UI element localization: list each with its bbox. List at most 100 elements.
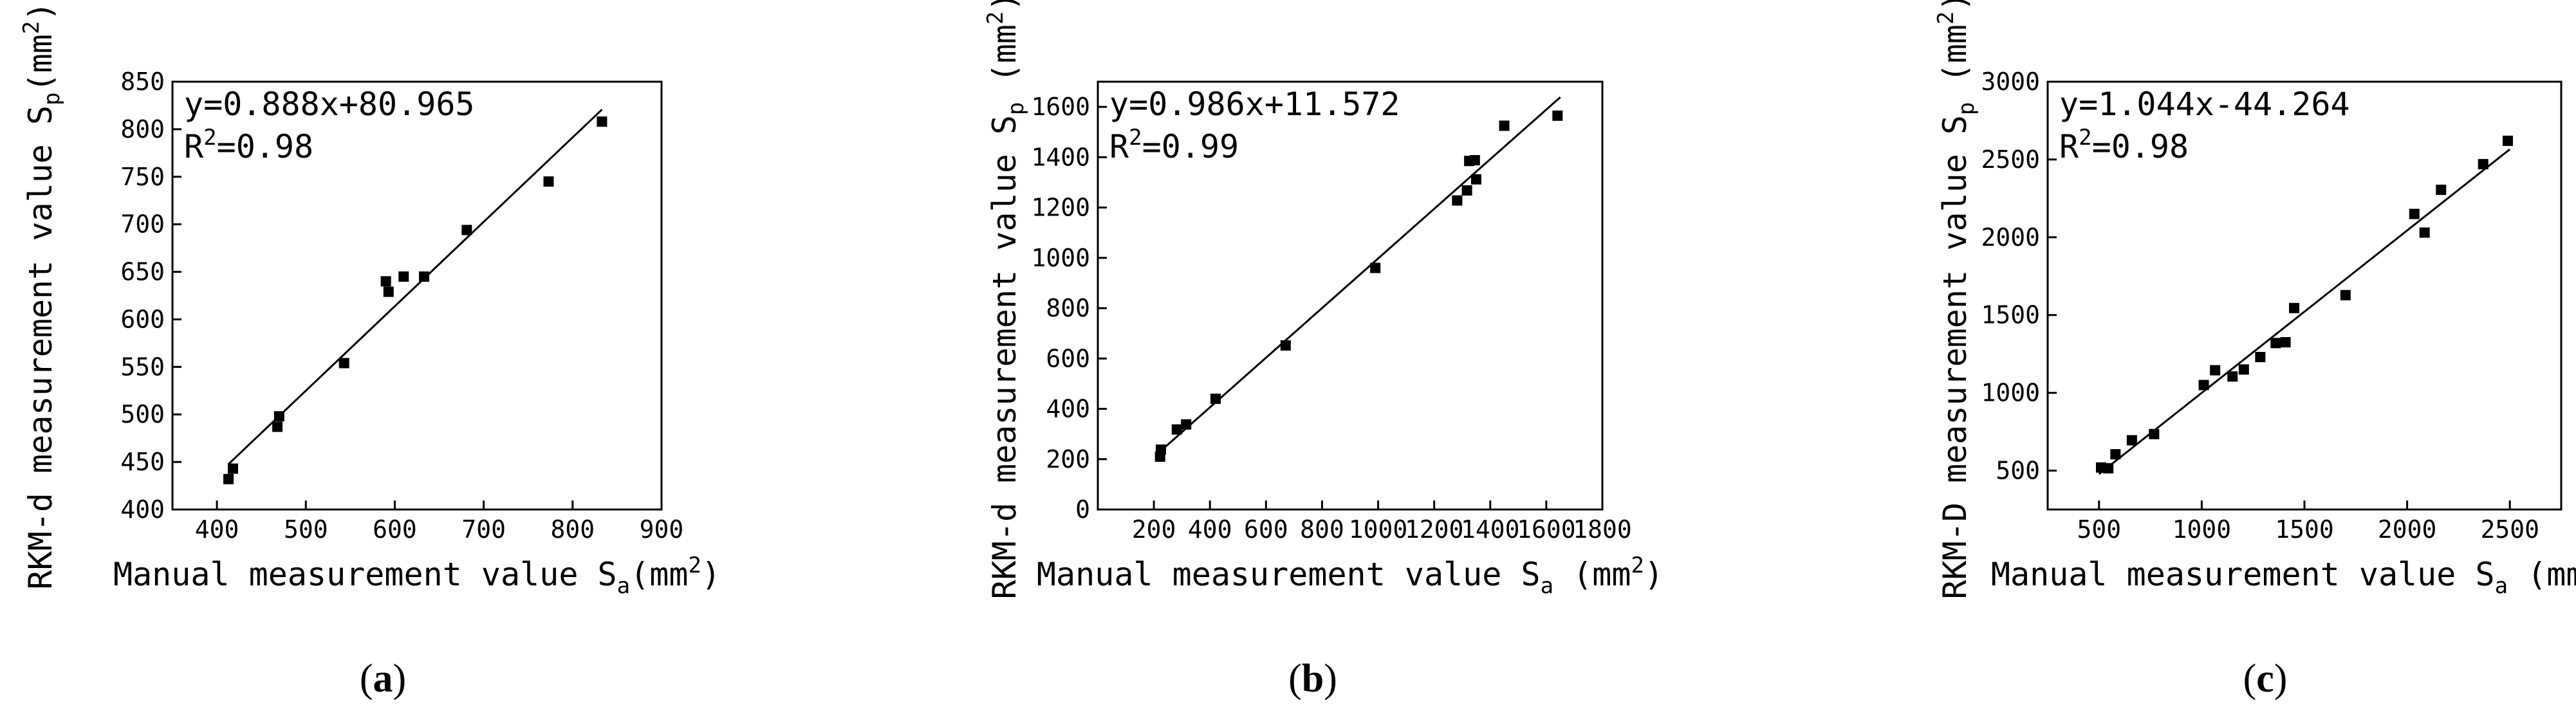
panel-label: (a) [360, 657, 406, 701]
y-tick-label: 1000 [1031, 244, 1090, 272]
r-squared: R2=0.98 [2059, 125, 2189, 165]
x-tick-label: 1000 [1349, 515, 1408, 544]
data-point [1499, 120, 1510, 131]
data-point [1156, 444, 1166, 455]
x-tick-label: 600 [1244, 515, 1288, 544]
data-point [2198, 380, 2209, 390]
regression-equation: y=1.044x-44.264 [2059, 86, 2350, 123]
y-axis-label: RKM-d measurement value Sp (mm2) [983, 0, 1029, 600]
regression-line [228, 109, 603, 465]
x-tick-label: 1600 [1517, 515, 1576, 544]
data-point [2126, 435, 2137, 446]
regression-equation: y=0.986x+11.572 [1109, 86, 1400, 123]
data-point [2110, 449, 2121, 460]
panel-c: 500 1000 1500 2000 2500 500 1000 1500 2000 2500 30… [1933, 0, 2576, 701]
r-squared: R2=0.99 [1109, 125, 1239, 165]
data-point [419, 271, 430, 282]
data-point [1552, 110, 1563, 121]
plot-frame [171, 80, 663, 511]
x-tick-label: 800 [550, 515, 595, 544]
y-tick-label: 500 [1996, 457, 2040, 485]
data-point [1370, 262, 1381, 273]
x-tick-label: 2000 [2378, 515, 2437, 544]
data-point [2340, 289, 2351, 300]
x-tick-label: 500 [2077, 515, 2121, 544]
x-tick-label: 600 [373, 515, 417, 544]
y-tick-label: 2000 [1981, 223, 2040, 252]
x-tick-label: 1000 [2173, 515, 2232, 544]
y-tick-label: 600 [1046, 344, 1090, 372]
data-point [2478, 159, 2488, 170]
data-point [1210, 393, 1221, 404]
x-tick-label: 400 [195, 515, 239, 544]
regression-equation: y=0.888x+80.965 [184, 86, 475, 123]
regression-line [1157, 96, 1561, 454]
panel-label: (c) [2243, 657, 2288, 701]
y-tick-label: 450 [120, 448, 165, 476]
data-point [338, 358, 349, 369]
panel-b: 200 400 600 800 1000120014001600180002004006… [983, 0, 1663, 701]
data-point [2103, 463, 2114, 473]
y-tick-label: 800 [120, 115, 165, 143]
y-tick-label: 1500 [1981, 301, 2040, 329]
y-tick-label: 200 [1046, 445, 1090, 473]
data-point [1461, 185, 1472, 196]
x-tick-label: 1400 [1461, 515, 1520, 544]
data-point [2238, 364, 2249, 375]
data-point [1181, 419, 1192, 430]
data-point [380, 276, 391, 287]
y-tick-label: 1000 [1981, 379, 2040, 407]
x-tick-label: 1200 [1405, 515, 1464, 544]
y-tick-label: 600 [120, 305, 165, 333]
y-tick-label: 850 [120, 68, 165, 96]
x-tick-label: 1800 [1573, 515, 1632, 544]
y-tick-label: 3000 [1981, 68, 2040, 96]
data-point [2289, 302, 2300, 313]
y-tick-label: 700 [120, 210, 165, 239]
x-tick-label: 2500 [2480, 515, 2539, 544]
y-tick-label: 400 [1046, 395, 1090, 423]
data-point [398, 271, 409, 282]
data-point [1452, 195, 1463, 206]
regression-line [2098, 148, 2511, 475]
y-tick-label: 550 [120, 353, 165, 381]
r-squared: R2=0.98 [184, 125, 313, 165]
y-tick-label: 500 [120, 400, 165, 428]
y-tick-label: 1200 [1031, 194, 1090, 222]
panel-a: 400 500 600 700 800 900 400 450 500 550 600 650 700 7… [19, 2, 721, 701]
x-tick-label: 1500 [2275, 515, 2334, 544]
data-point [223, 473, 234, 484]
data-point [272, 421, 283, 432]
data-point [2409, 208, 2420, 219]
y-tick-label: 0 [1075, 495, 1090, 524]
x-axis-label: Manual measurement value Sa(mm2) [113, 553, 721, 599]
y-tick-label: 750 [120, 163, 165, 191]
y-tick-label: 400 [120, 495, 165, 524]
x-tick-label: 200 [1132, 515, 1176, 544]
data-point [383, 286, 394, 297]
x-axis-label: Manual measurement value Sa (mm2) [1037, 553, 1663, 599]
panel-label: (b) [1288, 657, 1337, 701]
data-point [543, 176, 554, 187]
data-point [227, 463, 238, 474]
x-tick-label: 500 [284, 515, 328, 544]
data-point [597, 116, 607, 127]
data-point [2210, 365, 2221, 376]
data-point [2270, 338, 2281, 349]
x-tick-label: 900 [640, 515, 684, 544]
data-point [1471, 174, 1481, 185]
y-axis-label: RKM-D measurement value Sp (mm2) [1933, 0, 1979, 600]
data-point [2280, 337, 2291, 348]
y-tick-label: 650 [120, 258, 165, 286]
data-point [2419, 227, 2430, 238]
data-point [1280, 340, 1291, 351]
y-tick-label: 1600 [1031, 93, 1090, 121]
data-point [2149, 428, 2160, 439]
x-tick-label: 400 [1188, 515, 1232, 544]
data-point [2255, 352, 2266, 363]
x-axis-label: Manual measurement value Sa (mm2) [1991, 553, 2576, 599]
y-tick-label: 1400 [1031, 143, 1090, 171]
plot-frame [1097, 80, 1604, 511]
y-tick-label: 2500 [1981, 145, 2040, 174]
